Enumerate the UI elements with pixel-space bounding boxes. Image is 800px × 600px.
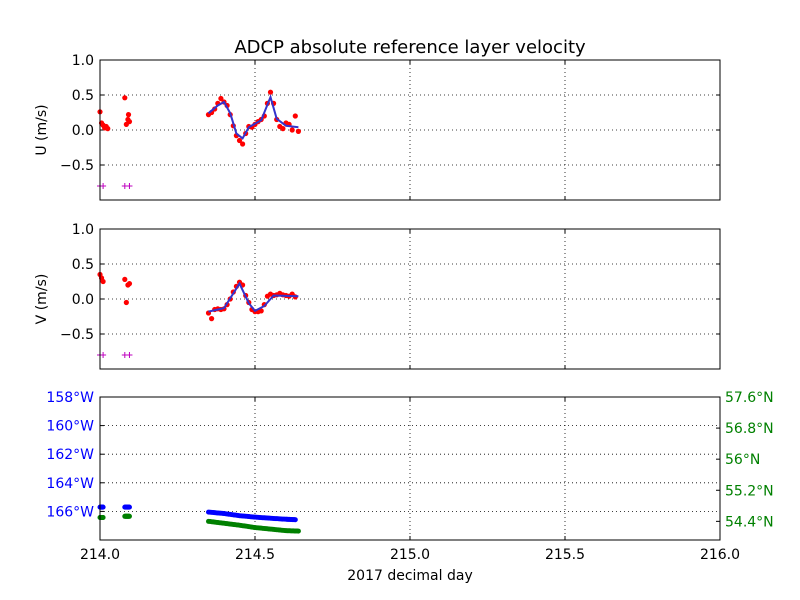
smoothed-velocity-line xyxy=(208,281,299,313)
latitude-point xyxy=(100,514,106,520)
longitude-tick-label: 158°W xyxy=(46,390,94,406)
y-tick-label: 0.5 xyxy=(72,88,94,104)
flag-marker xyxy=(126,183,133,189)
raw-velocity-point xyxy=(295,128,301,134)
u-velocity-panel: 1.0 0.5 0.0 −0.5 U (m/s) xyxy=(34,53,721,201)
x-tick-label: 214.0 xyxy=(80,547,120,563)
raw-velocity-point xyxy=(289,127,295,133)
raw-velocity-point xyxy=(126,119,133,125)
longitude-point xyxy=(100,504,106,510)
y-tick-label: −0.5 xyxy=(60,327,94,343)
raw-velocity-point xyxy=(122,95,128,101)
raw-velocity-point xyxy=(100,278,106,285)
x-tick-label: 215.5 xyxy=(545,547,585,563)
plot-frame xyxy=(99,396,721,541)
longitude-tick-label: 162°W xyxy=(46,447,94,463)
v-velocity-panel: 1.0 0.5 0.0 −0.5 V (m/s) xyxy=(34,222,721,370)
raw-velocity-point xyxy=(126,281,133,287)
smoothed-velocity-line xyxy=(207,94,299,140)
flag-marker xyxy=(126,352,133,358)
raw-velocity-point xyxy=(125,112,132,118)
latitude-tick-label: 56°N xyxy=(725,452,760,468)
raw-velocity-point xyxy=(209,316,215,322)
raw-velocity-point xyxy=(267,89,274,95)
longitude-point xyxy=(292,517,298,523)
raw-velocity-point xyxy=(292,113,298,119)
latitude-tick-label: 57.6°N xyxy=(725,390,774,406)
longitude-point xyxy=(126,504,132,510)
latitude-tick-label: 54.4°N xyxy=(725,514,774,530)
y-axis-label: U (m/s) xyxy=(34,104,50,155)
position-panel: 214.0 214.5 215.0 215.5 216.0 158°W 160°W 162°W… xyxy=(46,390,773,563)
y-axis-label: V (m/s) xyxy=(34,274,50,325)
longitude-tick-label: 164°W xyxy=(46,476,94,492)
latitude-tick-label: 56.8°N xyxy=(725,421,774,437)
chart-title: ADCP absolute reference layer velocity xyxy=(234,37,586,58)
x-axis-label: 2017 decimal day xyxy=(347,568,472,584)
y-tick-label: −0.5 xyxy=(60,158,94,174)
x-tick-label: 214.5 xyxy=(235,547,275,563)
flag-marker xyxy=(100,352,107,358)
latitude-point xyxy=(126,513,132,519)
flag-marker xyxy=(100,183,107,189)
longitude-tick-label: 160°W xyxy=(46,419,94,435)
raw-velocity-point xyxy=(218,95,224,102)
raw-velocity-point xyxy=(123,299,129,306)
raw-velocity-point xyxy=(280,126,286,132)
y-tick-label: 1.0 xyxy=(72,222,94,238)
plot-frame xyxy=(99,228,721,370)
x-tick-label: 215.0 xyxy=(390,547,430,563)
longitude-tick-label: 166°W xyxy=(46,504,94,520)
plot-frame xyxy=(99,59,721,201)
raw-velocity-point xyxy=(236,137,243,144)
x-tick-label: 216.0 xyxy=(700,547,740,563)
y-tick-label: 0.5 xyxy=(72,257,94,273)
raw-velocity-point xyxy=(258,308,264,314)
raw-velocity-point xyxy=(105,126,111,132)
y-tick-label: 1.0 xyxy=(72,53,94,69)
raw-velocity-point xyxy=(122,276,128,282)
y-tick-label: 0.0 xyxy=(72,123,94,139)
raw-velocity-point xyxy=(240,141,246,147)
latitude-tick-label: 55.2°N xyxy=(725,483,774,499)
y-tick-label: 0.0 xyxy=(72,292,94,308)
latitude-point xyxy=(295,528,301,534)
